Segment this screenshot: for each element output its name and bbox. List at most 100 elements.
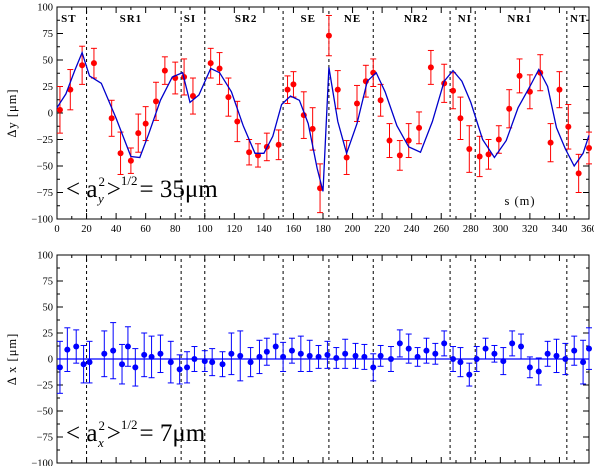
y-tick-label: −100 xyxy=(31,459,53,466)
y-tick-label: 25 xyxy=(43,329,54,340)
data-point xyxy=(361,353,368,360)
rms-annotation: < a2 y >1/2= 35μm xyxy=(66,173,218,206)
data-point xyxy=(562,356,569,362)
annotation-lhs: < a xyxy=(66,176,97,203)
data-point xyxy=(432,350,439,357)
x-tick-label: 60 xyxy=(140,224,151,235)
data-point xyxy=(466,146,473,153)
x-tick-label: 160 xyxy=(286,224,302,235)
annotation-bracket: > xyxy=(107,176,121,203)
data-point xyxy=(234,118,241,125)
data-point xyxy=(86,359,93,366)
data-point xyxy=(280,353,287,360)
panel-bottom: 100 75 50 25 0 −25 −50 −75 −100 Δ x [μm] < a2 x >1/2… xyxy=(5,251,592,466)
data-point xyxy=(547,139,554,146)
data-point xyxy=(518,343,525,350)
data-point xyxy=(441,340,448,347)
data-point xyxy=(405,137,412,144)
data-point xyxy=(256,353,263,360)
y-axis-label: Δ x [μm] xyxy=(5,333,19,386)
data-point xyxy=(353,100,360,107)
data-point xyxy=(427,64,434,71)
y-tick-label: 50 xyxy=(43,303,54,314)
data-point xyxy=(485,151,492,158)
x-tick-label: 180 xyxy=(315,224,331,235)
data-point xyxy=(500,358,507,365)
section-label: NT xyxy=(570,13,587,25)
data-point xyxy=(127,157,134,164)
y-tick-label: 75 xyxy=(43,277,54,288)
y-axis-label: Δy [μm] xyxy=(5,88,19,137)
y-tick-label: −25 xyxy=(37,135,53,146)
data-point xyxy=(396,152,403,159)
y-tick-label: 25 xyxy=(43,82,54,93)
data-point xyxy=(263,348,270,355)
data-point xyxy=(110,347,117,354)
x-tick-label: 220 xyxy=(374,224,390,235)
data-point xyxy=(124,343,131,350)
x-tick-label: 320 xyxy=(522,224,538,235)
x-tick-label: 280 xyxy=(463,224,479,235)
data-point xyxy=(56,364,63,371)
data-point xyxy=(73,343,80,350)
data-point xyxy=(580,359,587,366)
section-label: NR2 xyxy=(404,13,428,25)
data-point xyxy=(324,351,331,358)
annotation-sub: y xyxy=(96,191,104,206)
data-point xyxy=(201,358,208,365)
data-point xyxy=(157,350,164,357)
data-point xyxy=(457,359,464,366)
x-tick-label: 300 xyxy=(492,224,508,235)
data-point xyxy=(343,154,350,161)
y-tick-label: −75 xyxy=(37,188,53,199)
annotation-bracket: > xyxy=(107,420,121,447)
data-point xyxy=(207,60,214,67)
data-point xyxy=(386,137,393,144)
section-label: SI xyxy=(184,13,196,25)
y-tick-label: 100 xyxy=(37,251,53,262)
data-point xyxy=(309,125,316,132)
y-tick-label: 50 xyxy=(43,56,54,67)
data-point xyxy=(184,364,191,371)
data-point xyxy=(423,347,430,354)
data-point xyxy=(352,352,359,359)
data-point xyxy=(571,347,578,354)
data-point xyxy=(272,343,279,350)
data-point xyxy=(219,361,226,368)
data-point xyxy=(79,62,86,69)
data-point xyxy=(450,356,457,362)
data-point xyxy=(333,354,340,361)
annotation-sup: 2 xyxy=(98,418,105,433)
data-point xyxy=(167,359,174,366)
data-point xyxy=(416,124,423,131)
y-tick-label: 75 xyxy=(43,29,54,40)
section-label: SR1 xyxy=(120,13,143,25)
x-tick-label: 360 xyxy=(581,224,594,235)
data-point xyxy=(556,86,563,93)
data-point xyxy=(377,97,384,104)
section-label: NI xyxy=(458,13,472,25)
data-point xyxy=(132,364,139,371)
data-point xyxy=(290,81,297,88)
data-point xyxy=(80,361,87,368)
data-point xyxy=(526,364,533,371)
section-label: SE xyxy=(300,13,315,25)
x-tick-label: 140 xyxy=(256,224,272,235)
data-point xyxy=(216,65,223,72)
data-point xyxy=(315,353,322,360)
data-point xyxy=(225,94,232,101)
annotation-sub: x xyxy=(97,435,104,450)
data-point xyxy=(405,345,412,352)
annotation-sup: 2 xyxy=(98,174,105,189)
data-point xyxy=(153,98,160,105)
data-point xyxy=(575,170,582,177)
data-point xyxy=(56,106,63,113)
x-tick-label: 120 xyxy=(226,224,242,235)
x-axis-label: s (m) xyxy=(504,194,535,208)
x-tick-label: 20 xyxy=(81,224,92,235)
data-point xyxy=(288,347,295,354)
annotation-rhs: = 35μm xyxy=(139,176,218,203)
annotation-exp: 1/2 xyxy=(121,173,138,188)
